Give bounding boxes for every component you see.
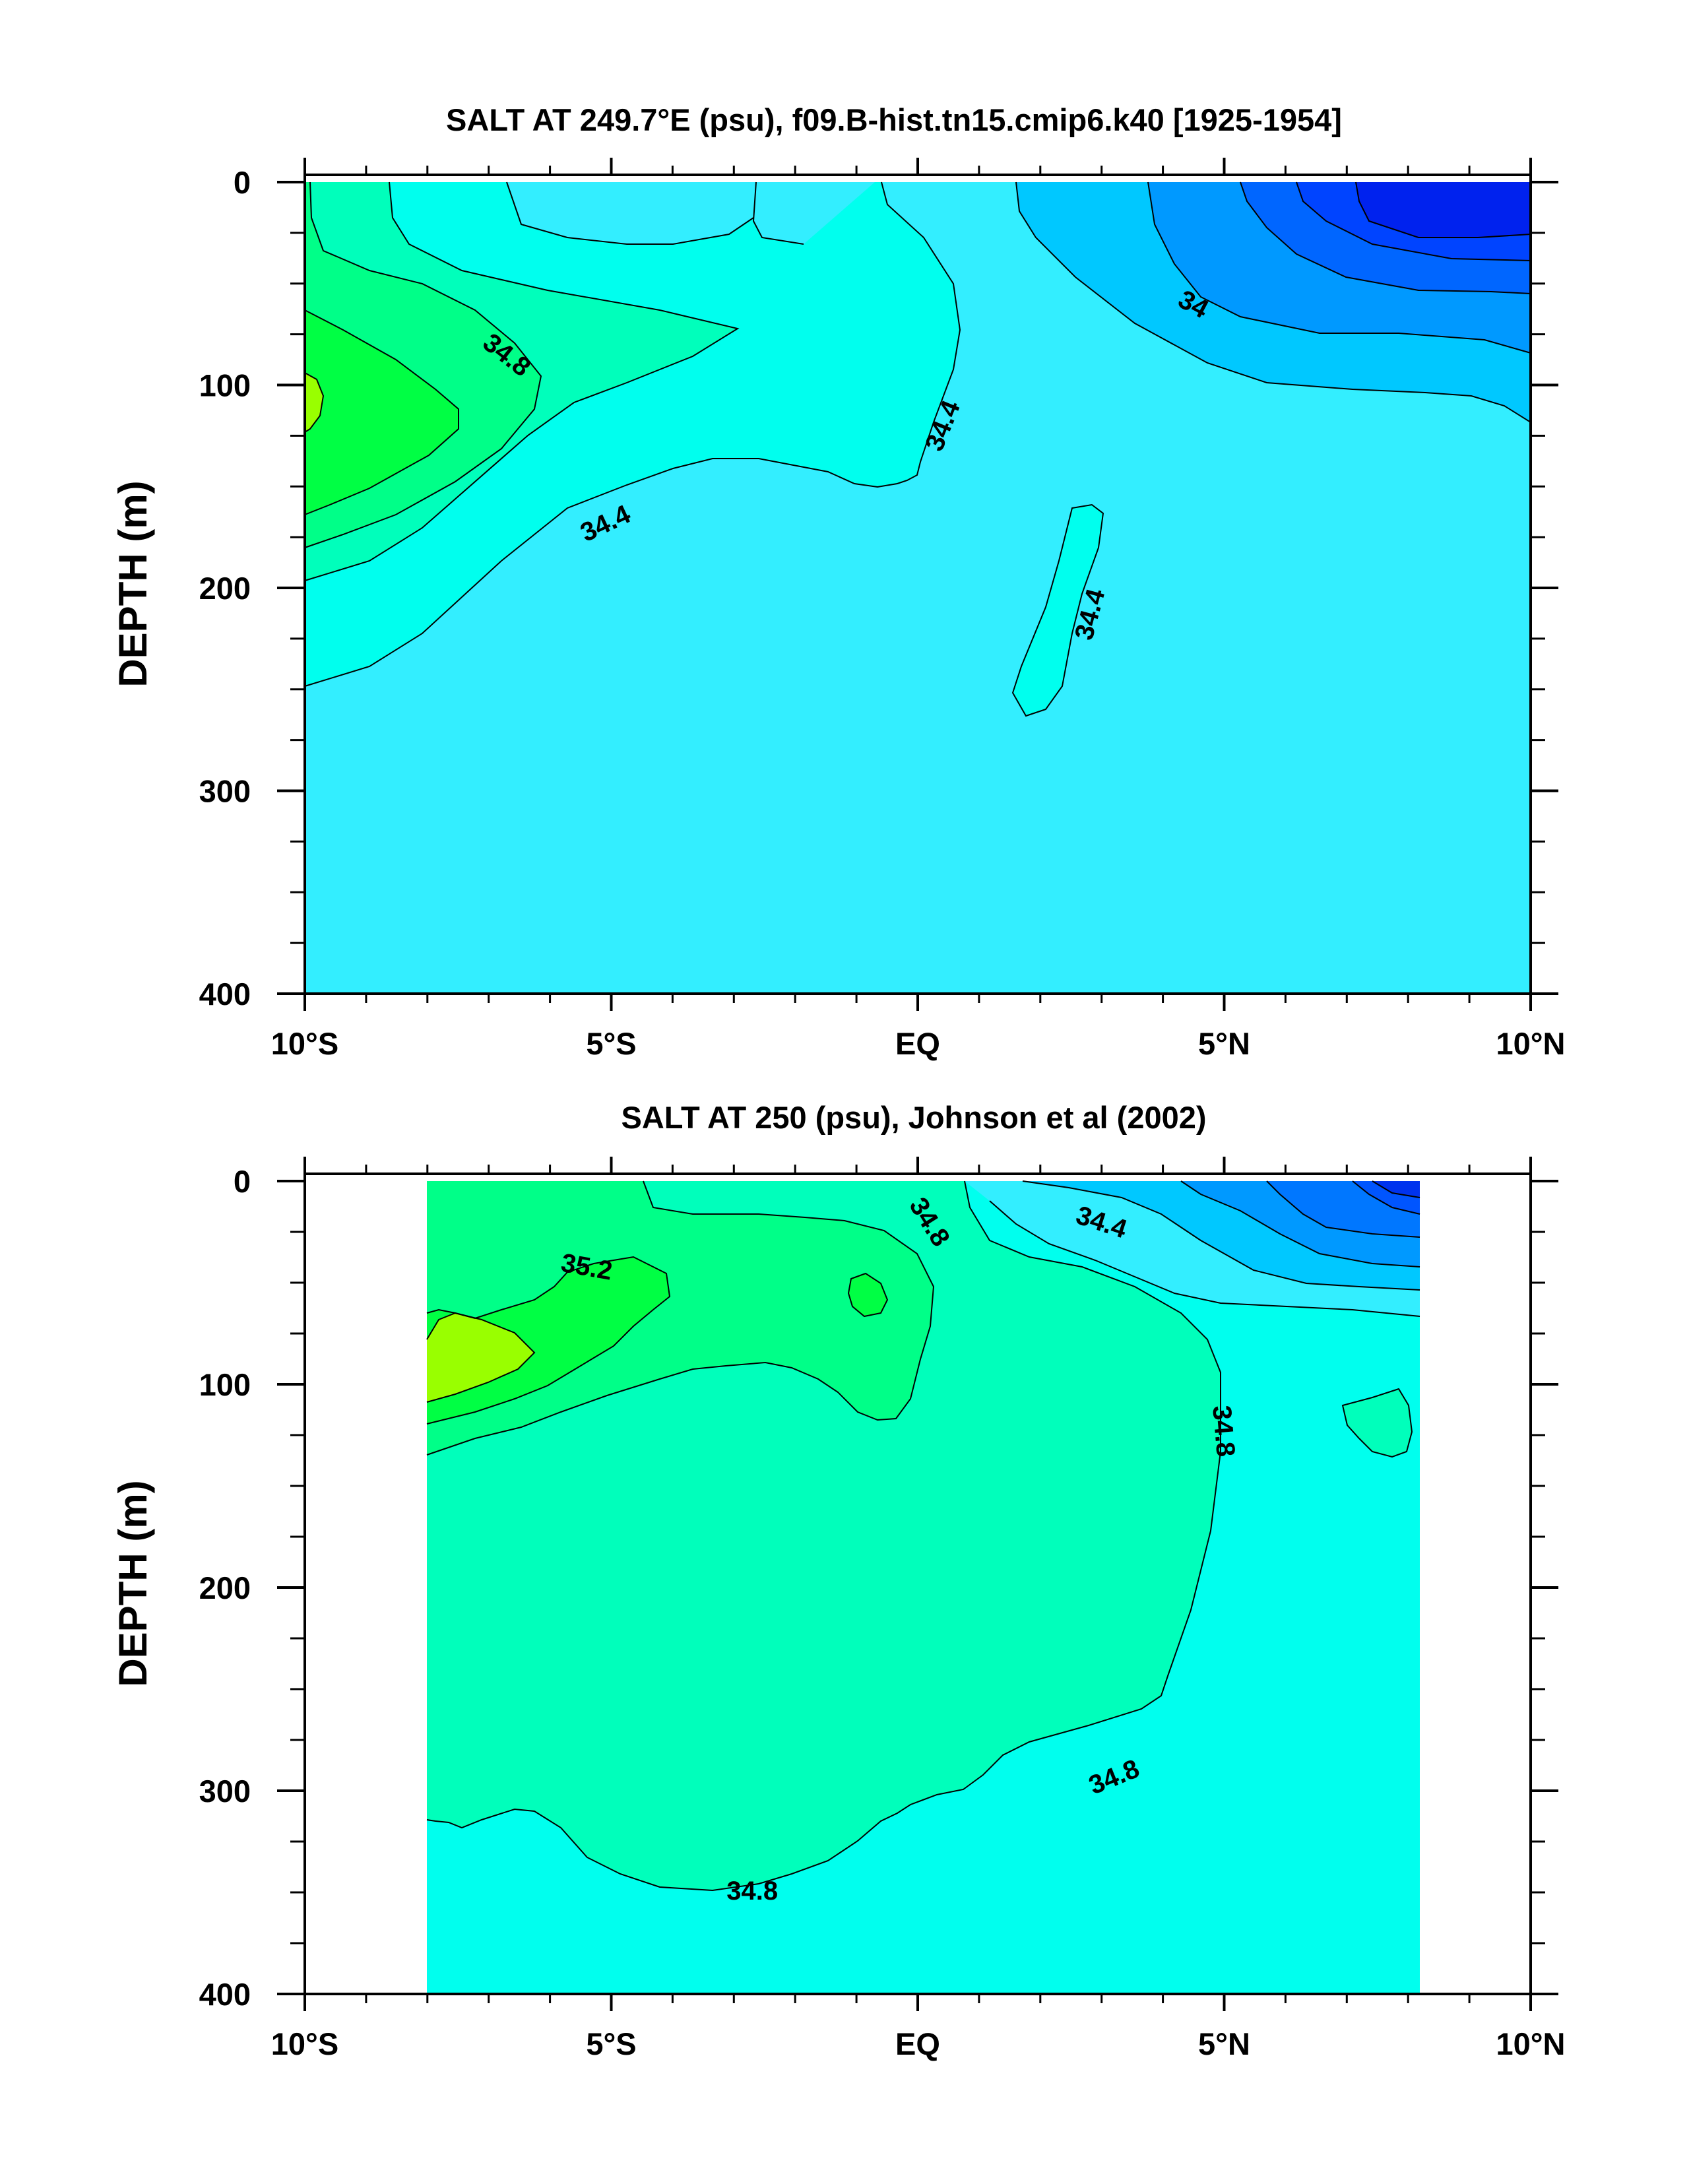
x-tick-label: 5°S <box>586 2026 636 2061</box>
contour-line <box>304 372 325 433</box>
contour-line <box>304 309 459 515</box>
fill-34.8-35.0-east <box>1343 1389 1412 1457</box>
panel-2-title: SALT AT 250 (psu), Johnson et al (2002) <box>621 1100 1206 1135</box>
panel-2-contour-fills <box>427 1181 1420 1994</box>
fill-34.4-34.6-surface <box>507 182 756 244</box>
panel-2-frame <box>303 1172 1532 1995</box>
x-tick-label: 10°S <box>271 1026 338 1061</box>
contour-line <box>304 181 740 581</box>
y-tick-label: 300 <box>199 1774 251 1809</box>
x-tick-label: 10°N <box>1496 2026 1565 2061</box>
y-tick-label: 400 <box>199 1977 251 2012</box>
panel-1-frame <box>303 174 1532 995</box>
x-tick-label: 10°N <box>1496 1026 1565 1061</box>
contour-label: 34.8 <box>1207 1404 1240 1458</box>
contour-line <box>1011 503 1104 717</box>
panel-observations: SALT AT 250 (psu), Johnson et al (2002) <box>199 1100 1566 2061</box>
contour-line <box>426 1180 1221 1892</box>
contour-line <box>1240 181 1531 294</box>
contour-line <box>1147 181 1531 354</box>
contour-line <box>304 181 961 687</box>
panel-model: SALT AT 249.7°E (psu), f09.B-hist.tn15.c… <box>199 102 1566 1061</box>
x-tick-label: 5°N <box>1198 1026 1250 1061</box>
y-tick-label: 0 <box>234 1164 251 1199</box>
contour-line <box>1022 1180 1420 1291</box>
contour-line <box>1372 1180 1420 1198</box>
panel-2-axes: 10°S 5°S EQ 5°N 10°N 0 100 200 300 400 <box>199 1157 1566 2061</box>
fill-35.4-plus <box>427 1313 534 1402</box>
contour-line <box>1015 181 1531 423</box>
contour-line <box>989 1200 1420 1317</box>
panel-2-contour-lines <box>426 1180 1420 1892</box>
y-tick-label: 100 <box>199 1367 251 1402</box>
contour-line <box>506 181 754 245</box>
contour-line <box>426 1312 536 1403</box>
y-tick-label: 200 <box>199 1570 251 1605</box>
x-tick-label: 10°S <box>271 2026 338 2061</box>
y-tick-label: 100 <box>199 368 251 403</box>
x-tick-label: EQ <box>895 2026 940 2061</box>
fill-35.2-35.4-island <box>848 1273 887 1316</box>
x-tick-label: 5°N <box>1198 2026 1250 2061</box>
panel-1-contour-fills <box>305 182 1531 994</box>
contour-line <box>847 1272 889 1318</box>
contour-line <box>426 1256 671 1425</box>
contour-line <box>1352 1180 1420 1215</box>
contour-line <box>1180 1180 1420 1268</box>
y-tick-label: 0 <box>234 165 251 200</box>
contour-line <box>752 181 804 245</box>
x-tick-label: EQ <box>895 1026 940 1061</box>
panel-1-y-axis-title: DEPTH (m) <box>111 480 155 687</box>
contour-line <box>1341 1388 1413 1458</box>
panel-1-title: SALT AT 249.7°E (psu), f09.B-hist.tn15.c… <box>446 102 1342 137</box>
contour-label: 34.8 <box>726 1877 778 1906</box>
contour-line <box>304 181 542 548</box>
y-tick-label: 300 <box>199 774 251 809</box>
contour-line <box>1355 181 1531 238</box>
contour-line <box>426 1180 935 1456</box>
fill-35.2-35.4 <box>305 310 459 515</box>
y-tick-label: 400 <box>199 977 251 1012</box>
panel-2-y-axis-title: DEPTH (m) <box>111 1480 155 1686</box>
contour-line <box>1296 181 1531 261</box>
fill-below-33.6 <box>1356 182 1531 238</box>
contour-line <box>1266 1180 1420 1238</box>
fill-below-33.6 <box>1372 1181 1420 1198</box>
panel-1-contour-lines <box>304 181 1531 717</box>
y-tick-label: 200 <box>199 571 251 606</box>
fill-35.0-35.2 <box>427 1181 934 1455</box>
fill-34.6-34.8-island <box>1013 505 1103 716</box>
panel-1-axes: 10°S 5°S EQ 5°N 10°N 0 100 200 300 400 <box>199 158 1566 1061</box>
x-tick-label: 5°S <box>586 1026 636 1061</box>
